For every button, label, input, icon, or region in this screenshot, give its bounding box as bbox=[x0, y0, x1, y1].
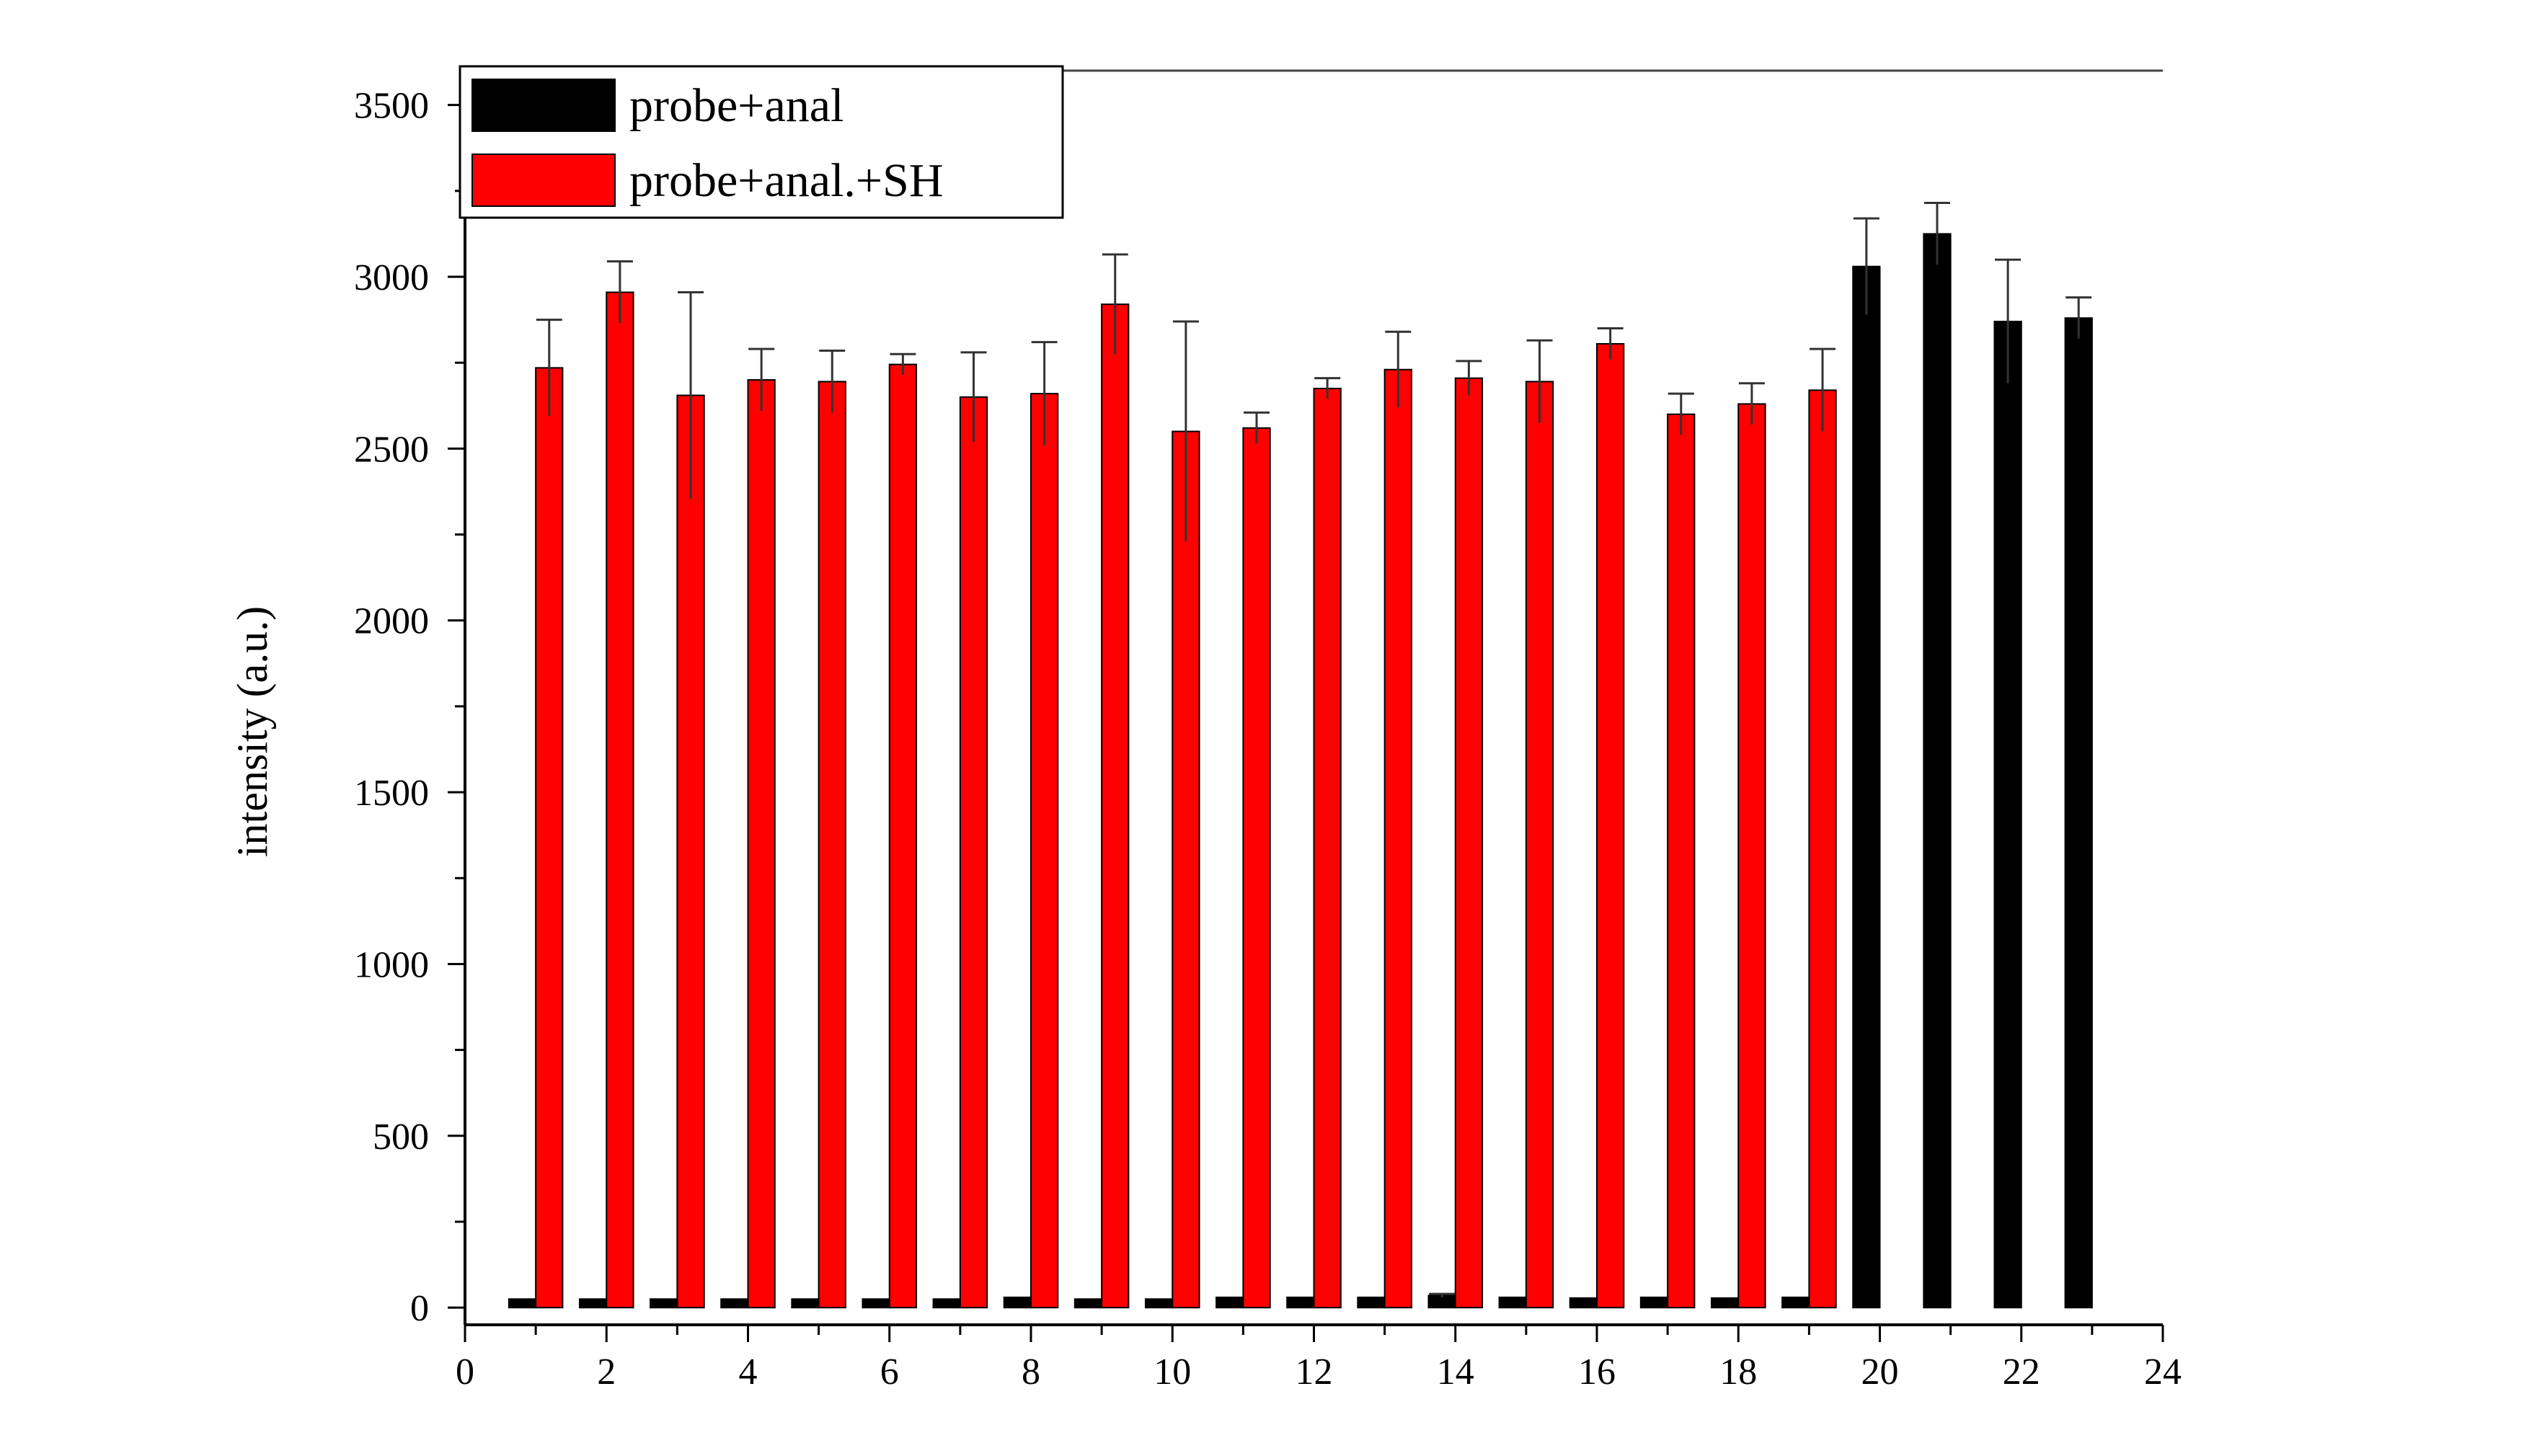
bar-series2-x16 bbox=[1596, 342, 1625, 1309]
y-tick-label-1000: 1000 bbox=[354, 944, 429, 985]
x-tick-label-4: 4 bbox=[739, 1351, 758, 1393]
bar-series1-x16 bbox=[1569, 1297, 1598, 1309]
x-tick-label-8: 8 bbox=[1022, 1351, 1040, 1393]
bar-series2-x4 bbox=[747, 379, 776, 1309]
bar-series2-x5 bbox=[818, 381, 846, 1309]
legend-label-1: probe+anal bbox=[629, 79, 843, 132]
x-tick-label-16: 16 bbox=[1578, 1351, 1616, 1393]
bar-series1-x12 bbox=[1286, 1296, 1315, 1309]
bar-series2-x18 bbox=[1737, 403, 1766, 1309]
bar-series1-x3 bbox=[650, 1298, 678, 1309]
y-tick-label-0: 0 bbox=[410, 1288, 429, 1329]
bar-series1-x22 bbox=[1993, 321, 2022, 1309]
bar-series1-x11 bbox=[1215, 1296, 1244, 1309]
bar-series1-x7 bbox=[932, 1298, 961, 1309]
bar-series2-x15 bbox=[1525, 381, 1554, 1309]
bar-series2-x2 bbox=[606, 291, 634, 1309]
x-tick-label-14: 14 bbox=[1437, 1351, 1474, 1393]
bar-series2-x6 bbox=[888, 363, 918, 1309]
bar-series2-x11 bbox=[1242, 427, 1271, 1309]
bar-series2-x14 bbox=[1454, 377, 1484, 1309]
bar-series2-x1 bbox=[535, 367, 564, 1309]
bars-layer bbox=[508, 233, 2093, 1309]
y-tick-label-3500: 3500 bbox=[354, 86, 429, 127]
bar-series1-x1 bbox=[508, 1298, 537, 1309]
bar-series1-x23 bbox=[2064, 317, 2093, 1309]
x-tick-label-18: 18 bbox=[1719, 1351, 1757, 1393]
y-tick-label-3000: 3000 bbox=[354, 257, 429, 298]
bar-series2-x10 bbox=[1172, 430, 1200, 1309]
bar-series1-x18 bbox=[1710, 1297, 1740, 1309]
bar-series1-x15 bbox=[1498, 1296, 1527, 1309]
x-tick-label-2: 2 bbox=[597, 1351, 616, 1393]
x-tick-label-10: 10 bbox=[1153, 1351, 1191, 1393]
bar-series2-x17 bbox=[1667, 413, 1696, 1309]
legend-swatch-2 bbox=[471, 154, 616, 207]
bar-series2-x8 bbox=[1030, 393, 1059, 1309]
x-tick-label-0: 0 bbox=[456, 1351, 474, 1393]
bar-series1-x2 bbox=[578, 1298, 608, 1309]
bar-series2-x9 bbox=[1101, 303, 1130, 1309]
x-tick-label-12: 12 bbox=[1296, 1351, 1333, 1393]
bar-series1-x5 bbox=[791, 1298, 820, 1309]
y-axis-title: intensity (a.u.) bbox=[229, 606, 276, 857]
error-bars-layer bbox=[536, 202, 2092, 1297]
y-tick-label-2000: 2000 bbox=[354, 601, 429, 642]
x-tick-label-22: 22 bbox=[2003, 1351, 2040, 1393]
bar-series2-x3 bbox=[676, 394, 705, 1309]
bar-series1-x20 bbox=[1852, 265, 1881, 1309]
x-axis: 0 2 4 6 8 10 12 14 16 18 20 22 24 bbox=[456, 1325, 2182, 1393]
y-tick-label-500: 500 bbox=[373, 1117, 429, 1158]
bar-series1-x21 bbox=[1923, 233, 1952, 1309]
x-tick-label-6: 6 bbox=[880, 1351, 899, 1393]
bar-series1-x8 bbox=[1003, 1296, 1032, 1309]
bar-series1-x4 bbox=[720, 1298, 749, 1309]
x-tick-label-24: 24 bbox=[2144, 1351, 2182, 1393]
bar-series1-x9 bbox=[1073, 1298, 1103, 1309]
y-tick-label-1500: 1500 bbox=[354, 773, 429, 814]
bar-series2-x13 bbox=[1383, 368, 1412, 1309]
legend-label-2: probe+anal.+SH bbox=[629, 154, 944, 207]
bar-series2-x7 bbox=[959, 396, 988, 1309]
bar-series2-x19 bbox=[1808, 389, 1837, 1309]
bar-series1-x10 bbox=[1144, 1298, 1174, 1309]
legend: probe+anal probe+anal.+SH bbox=[459, 65, 1064, 219]
y-axis: 0 500 1000 1500 2000 2500 3000 3500 bbox=[354, 86, 465, 1329]
bar-series1-x14 bbox=[1427, 1295, 1456, 1309]
y-tick-label-2500: 2500 bbox=[354, 429, 429, 470]
bar-series1-x19 bbox=[1781, 1296, 1810, 1309]
bar-series1-x6 bbox=[862, 1298, 890, 1309]
bar-series2-x12 bbox=[1313, 387, 1342, 1309]
bar-series1-x17 bbox=[1639, 1296, 1669, 1309]
bar-series1-x13 bbox=[1357, 1296, 1386, 1309]
x-tick-label-20: 20 bbox=[1861, 1351, 1899, 1393]
legend-swatch-1 bbox=[471, 79, 616, 132]
